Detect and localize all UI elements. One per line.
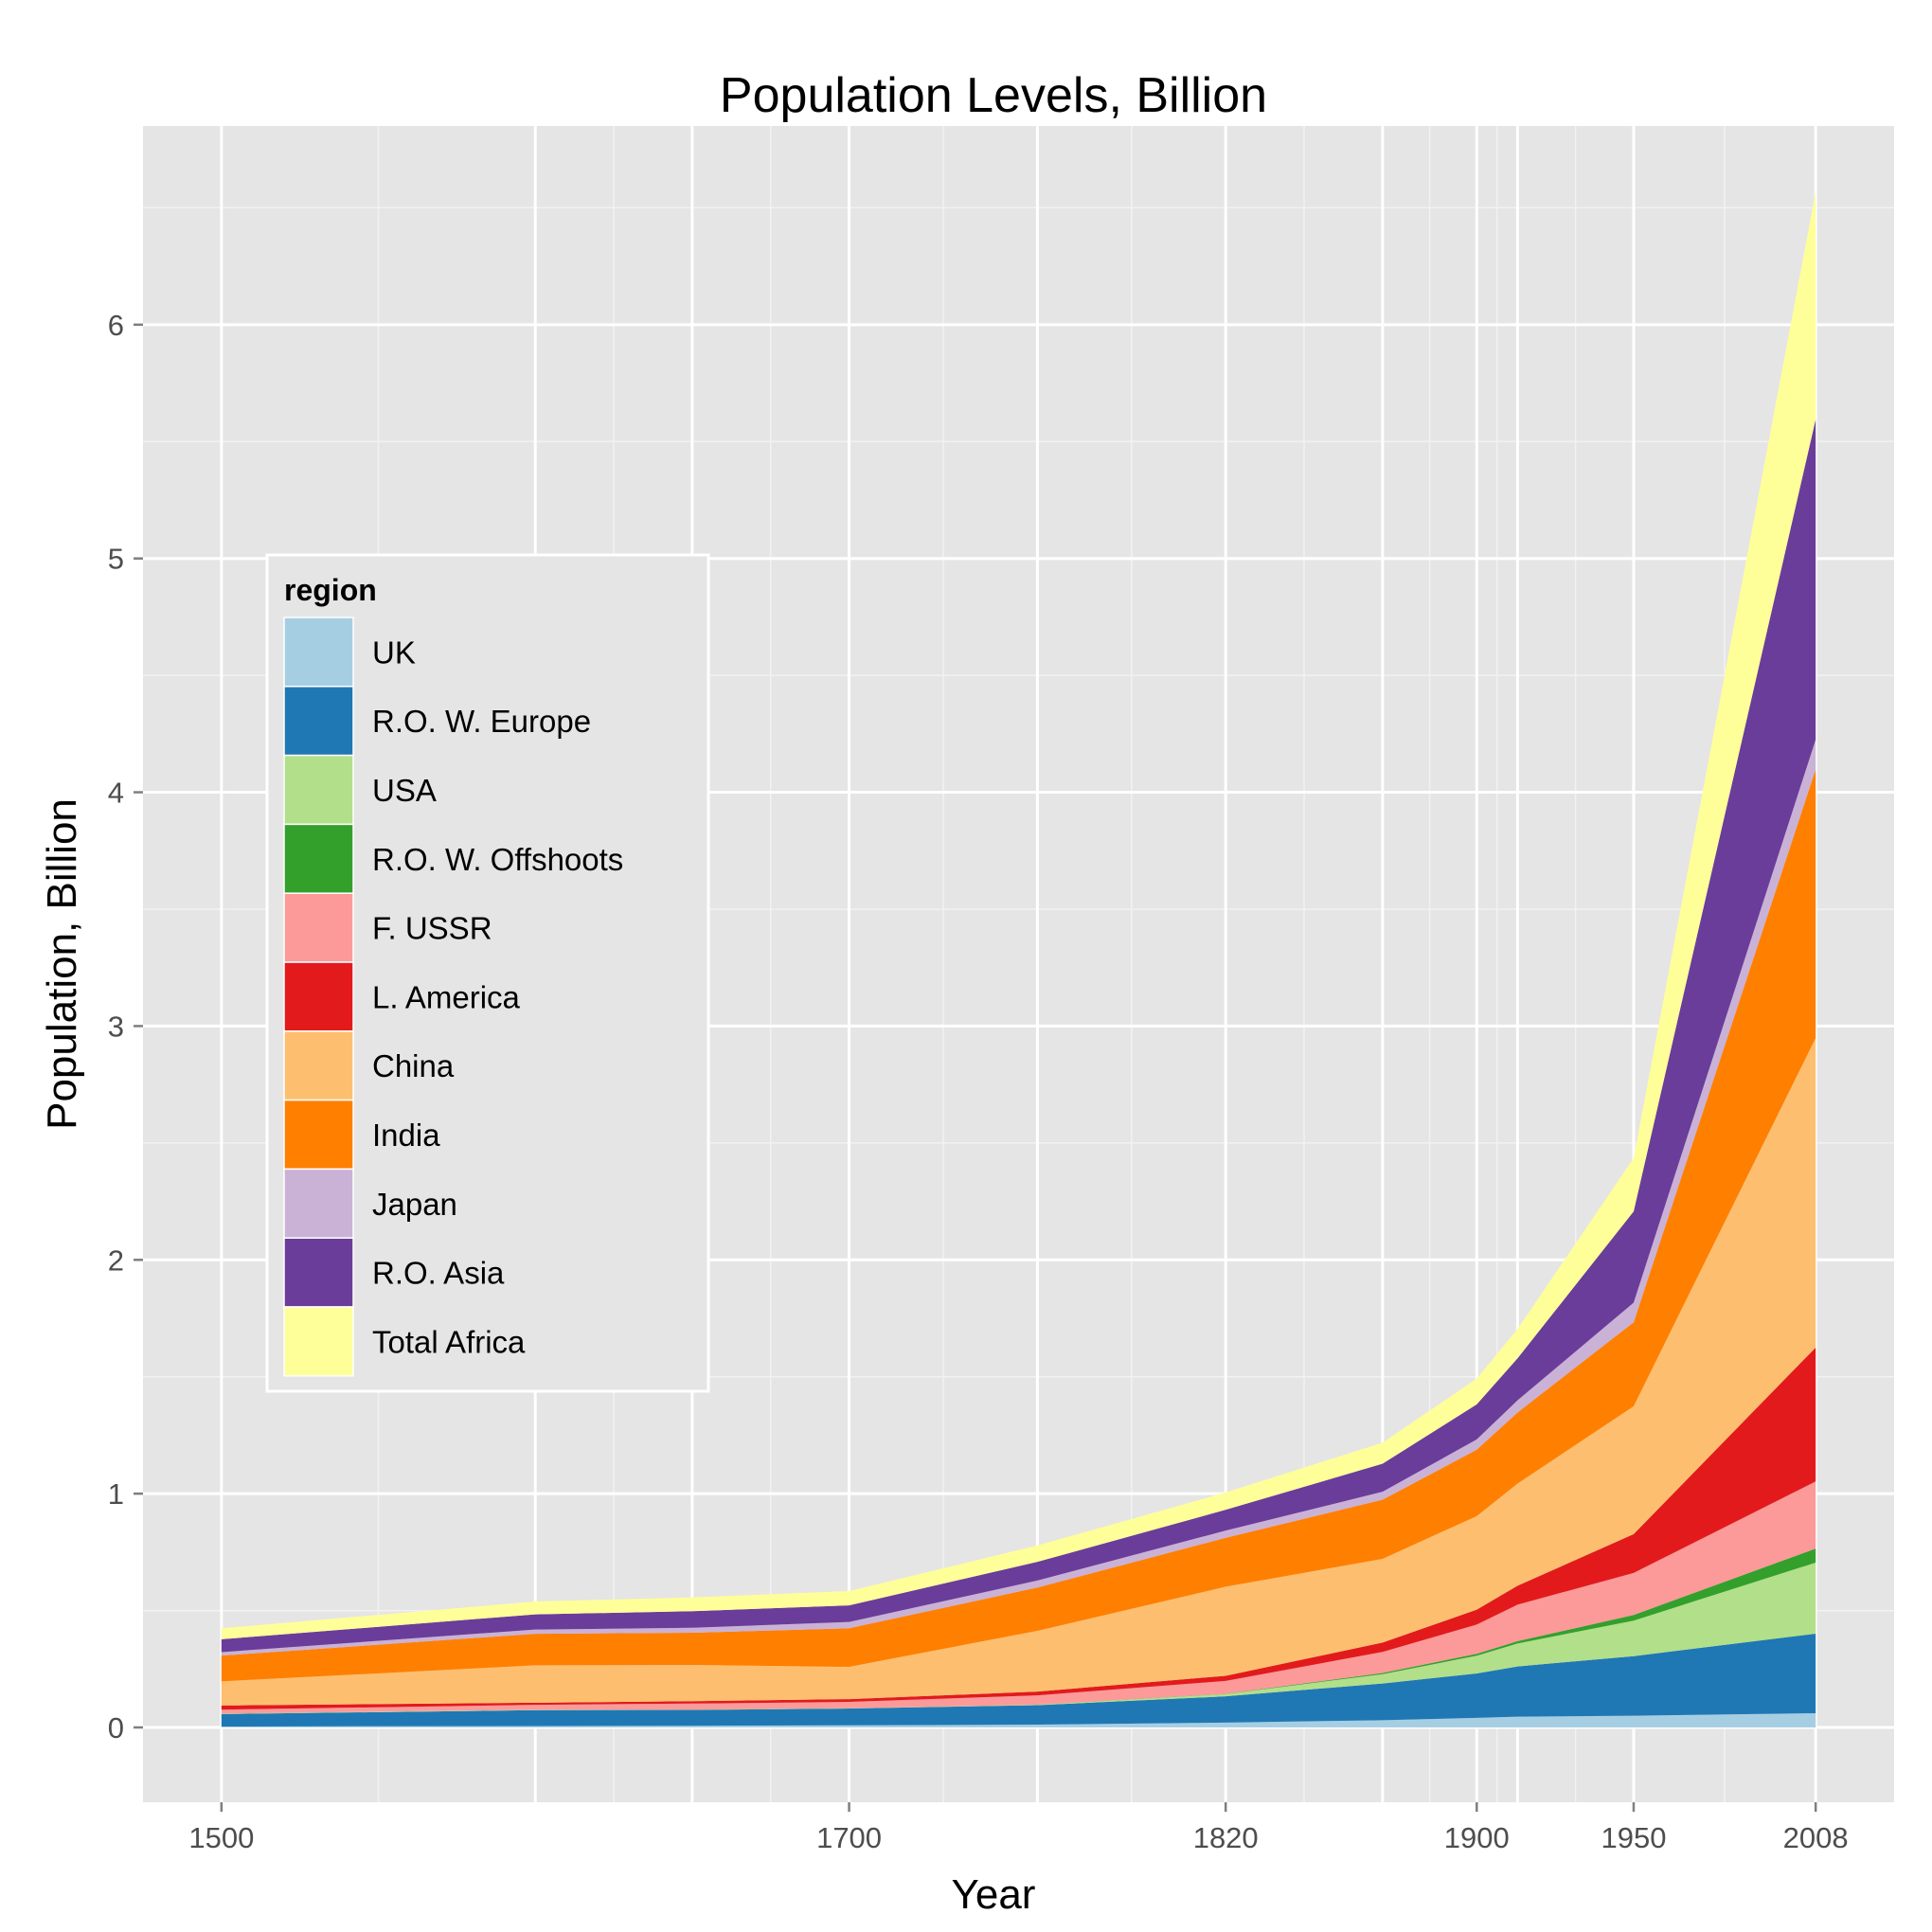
area-usa (221, 1562, 1816, 1714)
x-tick-label: 1900 (1444, 1821, 1510, 1854)
y-tick-label: 4 (108, 777, 124, 810)
legend-swatch-total-africa (283, 1306, 354, 1377)
area-f-ussr (221, 1481, 1816, 1714)
legend-label-f-ussr: F. USSR (372, 911, 492, 946)
y-tick-label: 2 (108, 1243, 124, 1277)
x-tick-label: 2008 (1783, 1821, 1849, 1854)
y-tick-label: 3 (108, 1010, 124, 1043)
legend-swatch-india (283, 1099, 354, 1171)
legend-swatch-usa (283, 754, 354, 826)
y-tick-label: 1 (108, 1477, 124, 1511)
legend-label-india: India (372, 1118, 440, 1153)
legend-label-china: China (372, 1048, 455, 1083)
legend-swatch-uk (283, 617, 354, 688)
area-r-o-w-europe (221, 1634, 1816, 1727)
legend-label-r-o-w-europe: R.O. W. Europe (372, 704, 591, 739)
legend-swatch-japan (283, 1168, 354, 1239)
legend-swatch-r-o-w-offshoots (283, 823, 354, 894)
legend: region UK R.O. W. Europe USA R.O. W. Offsho… (265, 553, 710, 1393)
legend-swatch-china (283, 1030, 354, 1101)
y-tick-label: 6 (108, 309, 124, 342)
legend-swatch-r-o-w-europe (283, 686, 354, 757)
y-tick-label: 0 (108, 1711, 124, 1744)
legend-title: region (284, 573, 377, 607)
legend-label-total-africa: Total Africa (372, 1324, 526, 1359)
x-axis-label: Year (952, 1871, 1036, 1918)
x-axis-ticks: 1500 1700 1820 1900 1950 2008 (188, 1802, 1849, 1854)
area-uk (221, 1712, 1816, 1728)
y-tick-label: 5 (108, 543, 124, 576)
legend-label-l-america: L. America (372, 979, 521, 1014)
x-tick-label: 1820 (1193, 1821, 1259, 1854)
legend-label-r-o-asia: R.O. Asia (372, 1256, 505, 1291)
legend-items: UK R.O. W. Europe USA R.O. W. Offshoots F. U… (283, 617, 623, 1377)
legend-swatch-r-o-asia (283, 1237, 354, 1308)
stacked-areas (221, 191, 1816, 1728)
x-tick-label: 1500 (188, 1821, 254, 1854)
y-axis-ticks: 0 1 2 3 4 5 6 (108, 309, 143, 1744)
legend-label-uk: UK (372, 635, 416, 670)
legend-label-usa: USA (372, 773, 437, 808)
legend-swatch-l-america (283, 961, 354, 1032)
legend-label-r-o-w-offshoots: R.O. W. Offshoots (372, 842, 623, 877)
chart-title: Population Levels, Billion (720, 68, 1267, 123)
legend-swatch-f-ussr (283, 892, 354, 963)
x-tick-label: 1950 (1601, 1821, 1666, 1854)
x-tick-label: 1700 (816, 1821, 882, 1854)
y-axis-label: Population, Billion (39, 798, 85, 1130)
legend-label-japan: Japan (372, 1187, 457, 1222)
